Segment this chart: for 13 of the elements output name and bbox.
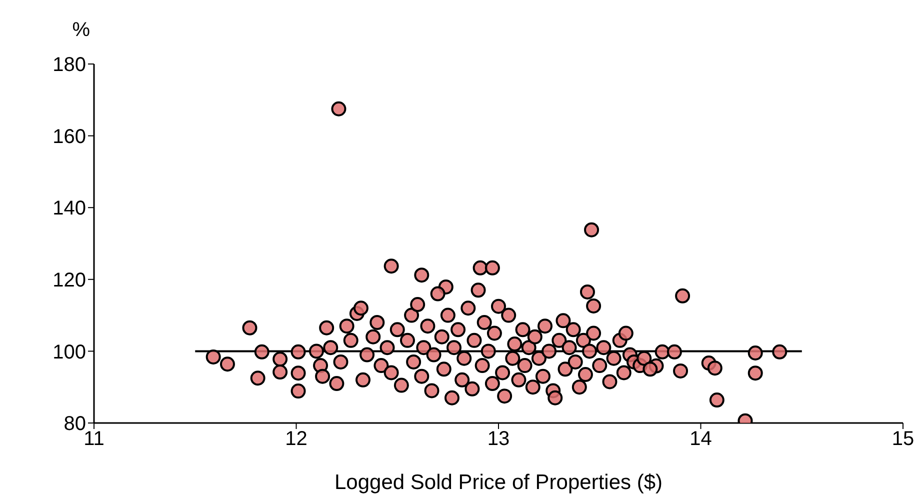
y-tick-label: 140 xyxy=(52,198,86,220)
y-axis-title: % xyxy=(72,19,90,41)
x-tick-label: 11 xyxy=(84,428,104,450)
y-tick-label: 180 xyxy=(52,54,86,76)
x-tick-label: 12 xyxy=(285,428,308,450)
x-tick-label: 15 xyxy=(892,428,914,450)
y-tick-label: 100 xyxy=(52,341,86,364)
y-tick-label: 80 xyxy=(64,413,86,436)
x-axis-title: Logged Sold Price of Properties ($) xyxy=(334,471,663,494)
x-tick-label: 14 xyxy=(690,428,712,450)
y-tick-label: 160 xyxy=(52,126,86,148)
x-tick-label: 13 xyxy=(487,428,510,450)
y-tick-label: 120 xyxy=(52,270,86,292)
